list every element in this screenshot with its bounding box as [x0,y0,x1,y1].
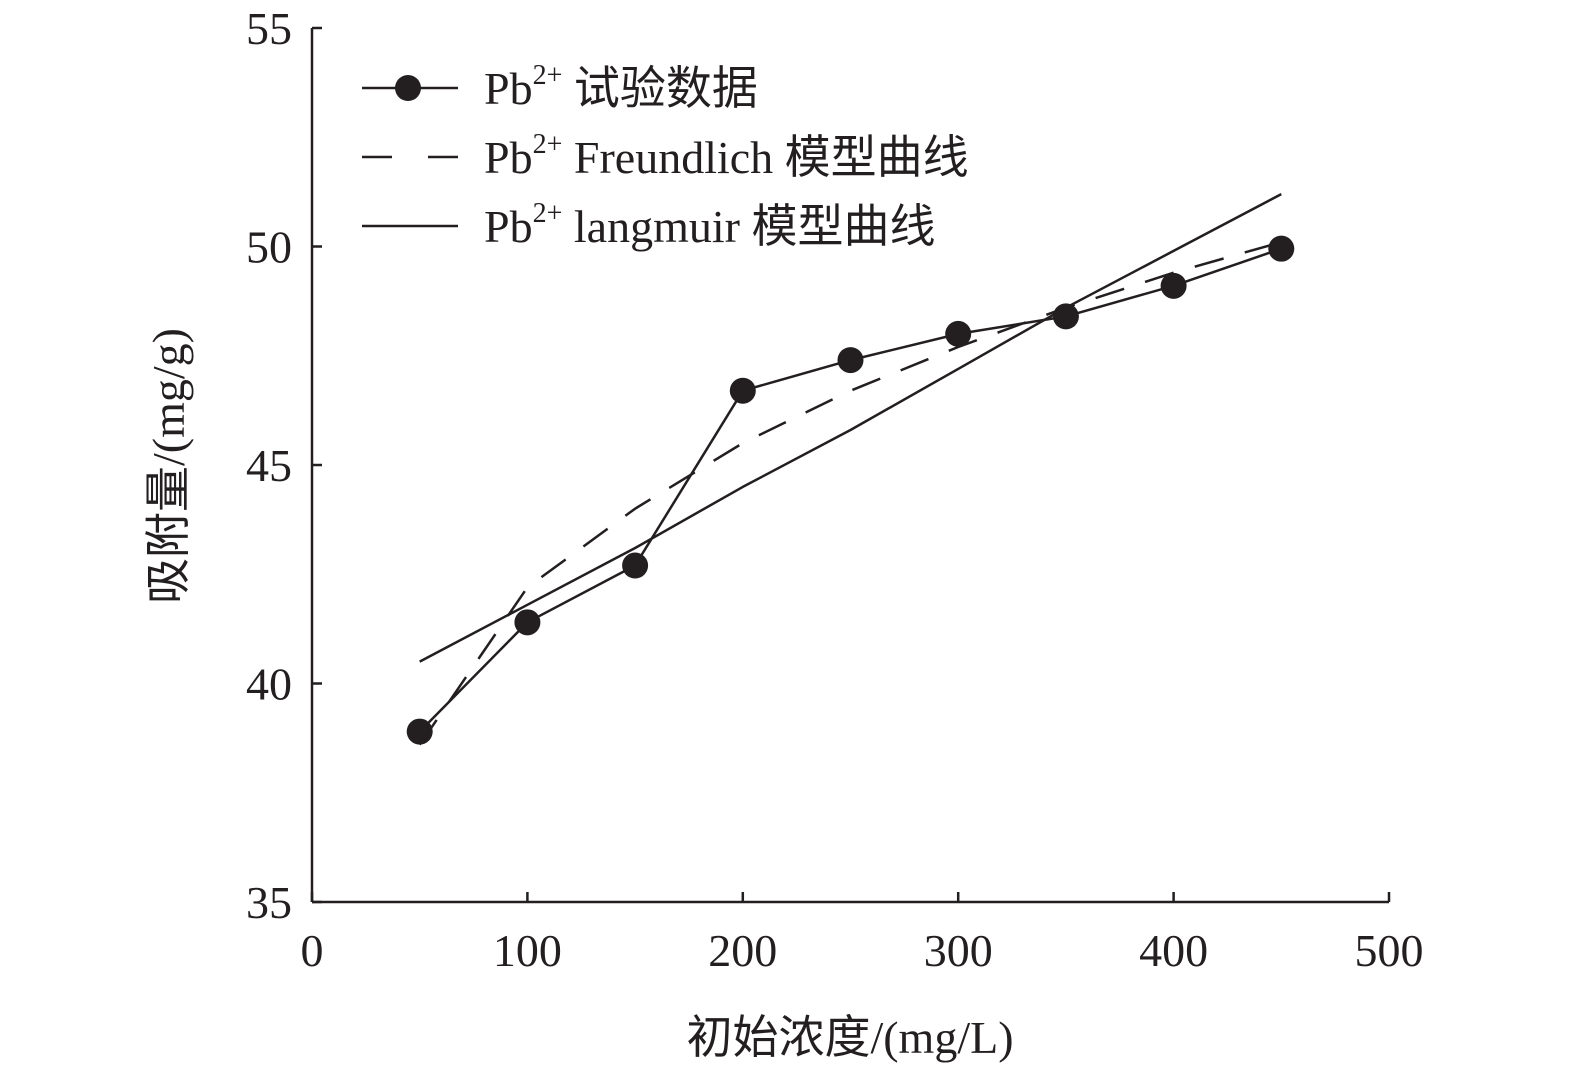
legend-label-1: Pb2+ Freundlich 模型曲线 [484,129,969,183]
legend-label-rest: langmuir 模型曲线 [562,201,935,252]
legend-label-rest: 试验数据 [562,63,758,114]
x-tick-label: 100 [493,925,562,976]
x-tick-label: 500 [1355,925,1424,976]
y-tick-label: 45 [246,440,292,491]
axes: 0 100 200 300 400 500 35 40 45 50 55 [246,3,1424,976]
y-tick-label: 40 [246,659,292,710]
data-point [1160,272,1187,299]
legend-label-base: Pb [484,201,533,252]
x-tick-label: 400 [1139,925,1208,976]
series-line-0 [418,247,1282,733]
y-tick-label: 50 [246,222,292,273]
x-tick-label: 0 [301,925,324,976]
legend-label-rest: Freundlich 模型曲线 [562,132,968,183]
legend-label-sup: 2+ [533,129,563,160]
x-axis-title: 初始浓度/(mg/L) [686,1012,1013,1063]
y-axis-title: 吸附量/(mg/g) [143,328,194,604]
x-tick-label: 300 [924,925,993,976]
data-point [1268,235,1295,262]
series-line-2 [419,192,1282,663]
legend-marker [395,75,421,101]
legend-label-base: Pb [484,63,533,114]
legend-label-base: Pb [484,132,533,183]
legend-label-2: Pb2+ langmuir 模型曲线 [484,198,935,252]
data-point [622,552,649,579]
y-tick-label: 55 [246,3,292,54]
data-point [945,320,972,347]
data-point [837,347,864,374]
series-line-1 [418,240,1282,746]
legend-label-0: Pb2+ 试验数据 [484,60,758,114]
data-point [729,377,756,404]
series-layer [406,192,1295,746]
legend-label-sup: 2+ [533,60,563,91]
data-point [406,718,433,745]
x-tick-label: 200 [708,925,777,976]
legend-label-sup: 2+ [533,198,563,229]
y-tick-label: 35 [246,877,292,928]
data-point [514,609,541,636]
